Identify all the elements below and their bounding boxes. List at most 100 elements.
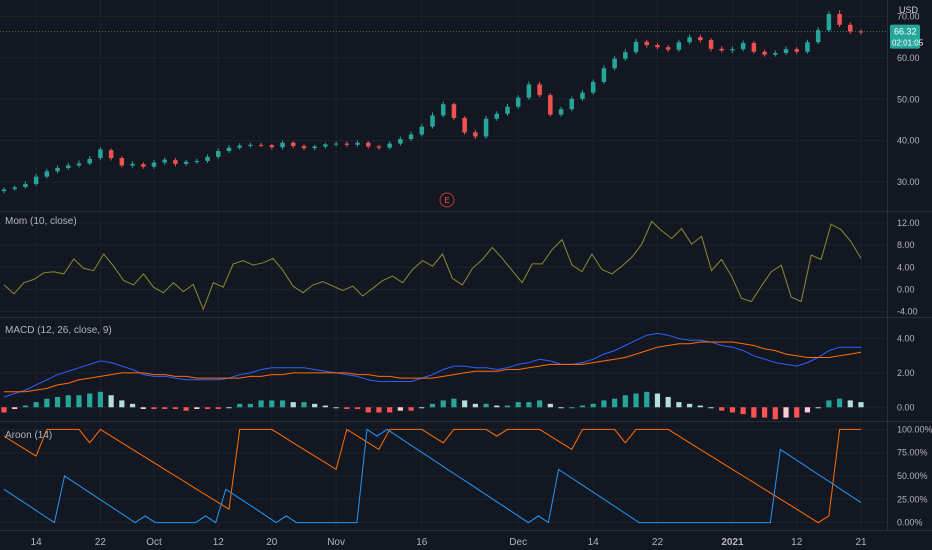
x-tick-label: 22	[95, 537, 107, 548]
macd-histogram-bar	[687, 403, 693, 408]
macd-histogram-bar	[119, 400, 125, 408]
candle-body	[612, 58, 617, 69]
last-price-badge	[890, 24, 920, 49]
macd-histogram-bar	[483, 403, 489, 408]
candle-body	[633, 41, 639, 53]
candle-body	[762, 51, 767, 55]
series-line	[3, 428, 862, 524]
macd-histogram-bar	[537, 400, 543, 408]
candle-body	[205, 156, 210, 161]
candle-body	[773, 52, 778, 55]
candle-body	[676, 42, 682, 50]
candle-body	[548, 95, 553, 115]
candle-body	[751, 43, 757, 52]
macd-histogram-bar	[622, 395, 628, 408]
macd-histogram-bar	[365, 407, 371, 413]
series-line	[4, 341, 862, 393]
candle-body	[644, 41, 649, 46]
x-tick-label: Dec	[509, 537, 527, 548]
macd-histogram-bar	[301, 402, 307, 408]
candle-body	[216, 151, 221, 157]
candle-body	[108, 150, 114, 159]
candle-body	[537, 84, 542, 96]
macd-histogram-bar	[783, 407, 789, 418]
y-tick-label: 12.00	[897, 218, 920, 228]
macd-histogram-bar	[761, 407, 768, 418]
x-tick-label: 14	[31, 537, 43, 548]
candle-body	[805, 42, 810, 52]
macd-histogram-bar	[97, 391, 104, 408]
macd-histogram-bar	[344, 407, 350, 409]
macd-histogram-bar	[794, 407, 800, 418]
candle-body	[194, 160, 200, 162]
candle-body	[323, 144, 328, 147]
candle-body	[430, 115, 435, 127]
candle-body	[269, 145, 275, 148]
candle-body	[826, 14, 832, 31]
x-tick-label: 16	[416, 537, 428, 548]
macd-histogram-bar	[376, 407, 382, 413]
series-line	[3, 220, 862, 311]
y-tick-label: 4.00	[897, 262, 915, 272]
macd-histogram-bar	[162, 407, 168, 409]
candle-body	[1, 189, 7, 192]
macd-histogram-bar	[804, 407, 811, 413]
macd-histogram-bar	[815, 407, 821, 409]
macd-histogram-bar	[237, 403, 243, 408]
candle-body	[87, 158, 92, 164]
candle-body	[665, 47, 671, 50]
y-tick-label: 25.00%	[897, 494, 928, 504]
aroon-pane-title: Aroon (14)	[5, 430, 53, 441]
macd-histogram-bar	[665, 396, 671, 408]
y-tick-label: -4.00	[897, 306, 918, 316]
last-price-label: 66.32	[894, 27, 917, 37]
macd-histogram-bar	[279, 400, 286, 408]
macd-histogram-bar	[354, 407, 361, 409]
y-tick-label: 2.00	[897, 368, 915, 378]
macd-histogram-bar	[397, 407, 403, 411]
candle-body	[740, 43, 746, 50]
macd-histogram-bar	[108, 395, 114, 408]
macd-histogram-bar	[387, 407, 393, 413]
macd-histogram-bar	[504, 405, 511, 408]
macd-histogram-bar	[451, 398, 457, 408]
macd-histogram-bar	[590, 403, 596, 408]
macd-histogram-bar	[172, 407, 178, 409]
candle-body	[655, 45, 660, 48]
candle-body	[794, 49, 799, 52]
x-tick-label: 12	[791, 537, 803, 548]
candle-body	[462, 117, 467, 133]
macd-histogram-bar	[558, 407, 564, 409]
macd-histogram-bar	[226, 407, 232, 409]
macd-histogram-bar	[719, 407, 725, 411]
candle-body	[151, 162, 157, 167]
macd-histogram-bar	[633, 393, 639, 408]
macd-histogram-bar	[312, 403, 318, 408]
macd-histogram-bar	[697, 405, 703, 408]
macd-histogram-bar	[76, 395, 82, 408]
candle-body	[483, 118, 489, 137]
candle-body	[44, 171, 50, 177]
y-tick-label: 70.00	[897, 12, 920, 22]
candle-body	[837, 14, 842, 25]
currency-label: USD	[898, 5, 918, 15]
macd-histogram-bar	[258, 400, 264, 408]
macd-histogram-bar	[204, 407, 211, 409]
macd-histogram-bar	[87, 393, 93, 408]
x-tick-label: 12	[213, 537, 225, 548]
candle-body	[130, 163, 135, 166]
candle-body	[623, 52, 628, 59]
macd-histogram-bar	[322, 405, 328, 408]
macd-histogram-bar	[644, 391, 650, 408]
macd-histogram-bar	[33, 402, 39, 408]
candle-body	[280, 142, 285, 148]
macd-histogram-bar	[472, 403, 478, 408]
candle-body	[290, 142, 296, 147]
candle-body	[590, 81, 596, 93]
macd-histogram-bar	[65, 395, 71, 408]
candle-body	[730, 49, 735, 51]
y-tick-label: 4.00	[897, 334, 915, 344]
candle-body	[408, 134, 414, 140]
